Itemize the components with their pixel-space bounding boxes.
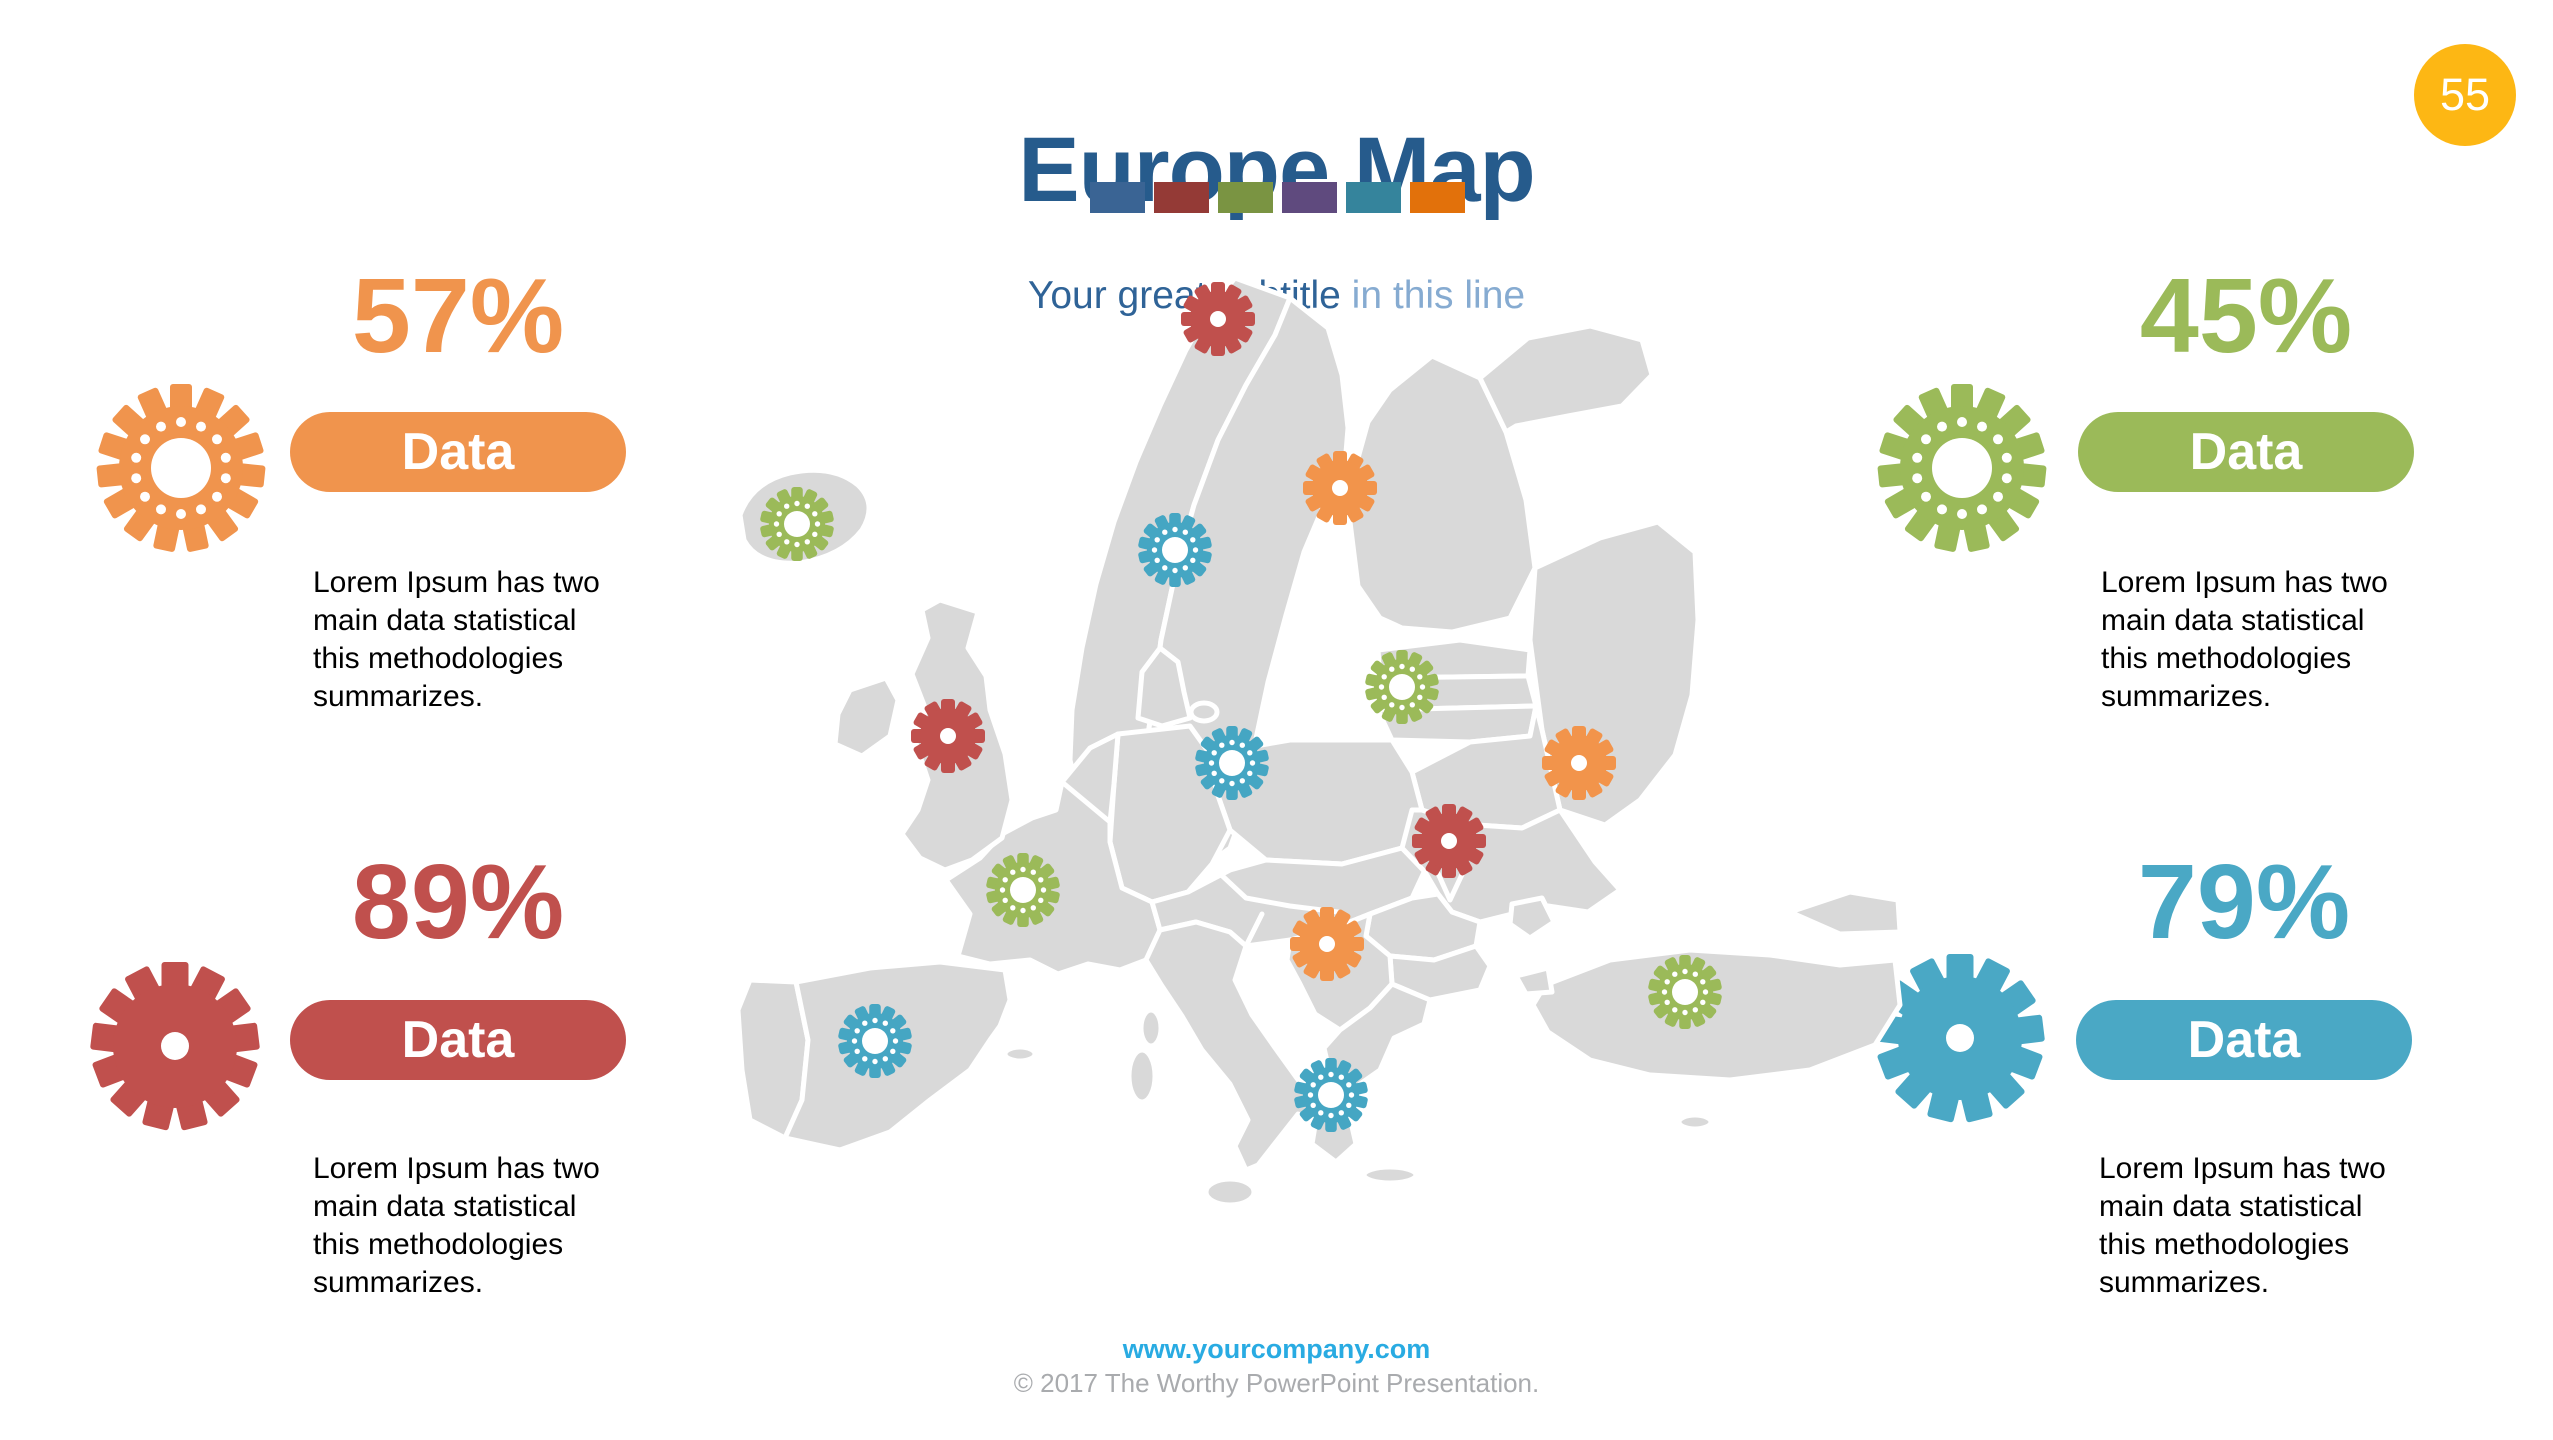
data-button-label: Data [2189,423,2303,481]
france-marker-gear-icon [986,853,1060,927]
country-ireland [832,675,901,759]
stat-block-top-left: 57% Data Lorem Ipsum has two main data s… [80,257,640,713]
norway-marker-gear-icon [1181,282,1255,356]
spain-marker-gear-icon [838,1004,912,1078]
gulf-of-bothnia-marker-gear-icon [1303,451,1377,525]
stat-description: Lorem Ipsum has two main data statistica… [2099,1152,2386,1299]
country-thrace [1513,965,1555,997]
data-button[interactable]: Data [290,412,626,492]
data-button-label: Data [401,423,515,481]
accent-bar [1346,182,1401,213]
united-kingdom-marker-gear-icon [911,699,985,773]
stat-description: Lorem Ipsum has two main data statistica… [313,1152,600,1299]
company-website-link[interactable]: www.yourcompany.com [1122,1334,1431,1364]
gear-icon [86,373,276,563]
stat-percent: 45% [2139,257,2353,375]
country-balearic-islands [1002,1044,1038,1064]
gear-icon [1865,943,2055,1133]
stat-block-bottom-right: 79% Data Lorem Ipsum has two main data s… [1865,843,2425,1299]
sweden-marker-gear-icon [1138,513,1212,587]
greece-marker-gear-icon [1294,1058,1368,1132]
accent-bar [1090,182,1145,213]
subtitle: Your great subtitle in this line [0,274,2553,318]
page-number: 55 [2439,69,2491,120]
country-denmark [1135,645,1193,729]
stat-block-bottom-left: 89% Data Lorem Ipsum has two main data s… [80,843,640,1299]
country-borders [1243,911,1265,949]
russia-marker-gear-icon [1542,726,1616,800]
country-turkey [1530,947,1903,1083]
data-button-label: Data [2187,1011,2301,1069]
country-sardinia [1126,1047,1158,1105]
data-button[interactable]: Data [2076,1000,2412,1080]
accent-bar [1410,182,1465,213]
subtitle-light: in this line [1351,274,1526,317]
gear-icon [1867,373,2057,563]
country-crete [1361,1164,1419,1186]
country-cyprus [1676,1112,1714,1132]
country-borders [1213,867,1341,915]
country-kola-russia [1477,323,1655,435]
stat-percent: 89% [351,843,565,961]
accent-bars [1090,182,1465,213]
iceland-marker-gear-icon [760,487,834,561]
accent-bar [1282,182,1337,213]
page-number-badge: 55 [2414,44,2516,146]
moldova-marker-gear-icon [1412,804,1486,878]
data-button[interactable]: Data [290,1000,626,1080]
data-button[interactable]: Data [2078,412,2414,492]
country-corsica [1138,1007,1164,1049]
data-button-label: Data [401,1011,515,1069]
copyright-text: © 2017 The Worthy PowerPoint Presentatio… [1013,1368,1540,1398]
gear-icon [80,951,270,1141]
accent-bar [1154,182,1209,213]
country-sicily [1203,1176,1257,1208]
country-italy [1143,919,1331,1173]
accent-bar [1218,182,1273,213]
stat-description: Lorem Ipsum has two main data statistica… [2101,566,2388,713]
country-caucasus [1787,889,1903,937]
serbia-marker-gear-icon [1290,907,1364,981]
poland-marker-gear-icon [1195,726,1269,800]
belarus-marker-gear-icon [1365,650,1439,724]
europe-map [690,170,1990,1270]
turkey-marker-gear-icon [1648,955,1722,1029]
country-denmark-island [1188,700,1220,724]
stat-block-top-right: 45% Data Lorem Ipsum has two main data s… [1867,257,2427,713]
stat-description: Lorem Ipsum has two main data statistica… [313,566,600,713]
stat-percent: 57% [351,257,565,375]
stat-percent: 79% [2137,843,2351,961]
country-crimea [1507,895,1557,941]
